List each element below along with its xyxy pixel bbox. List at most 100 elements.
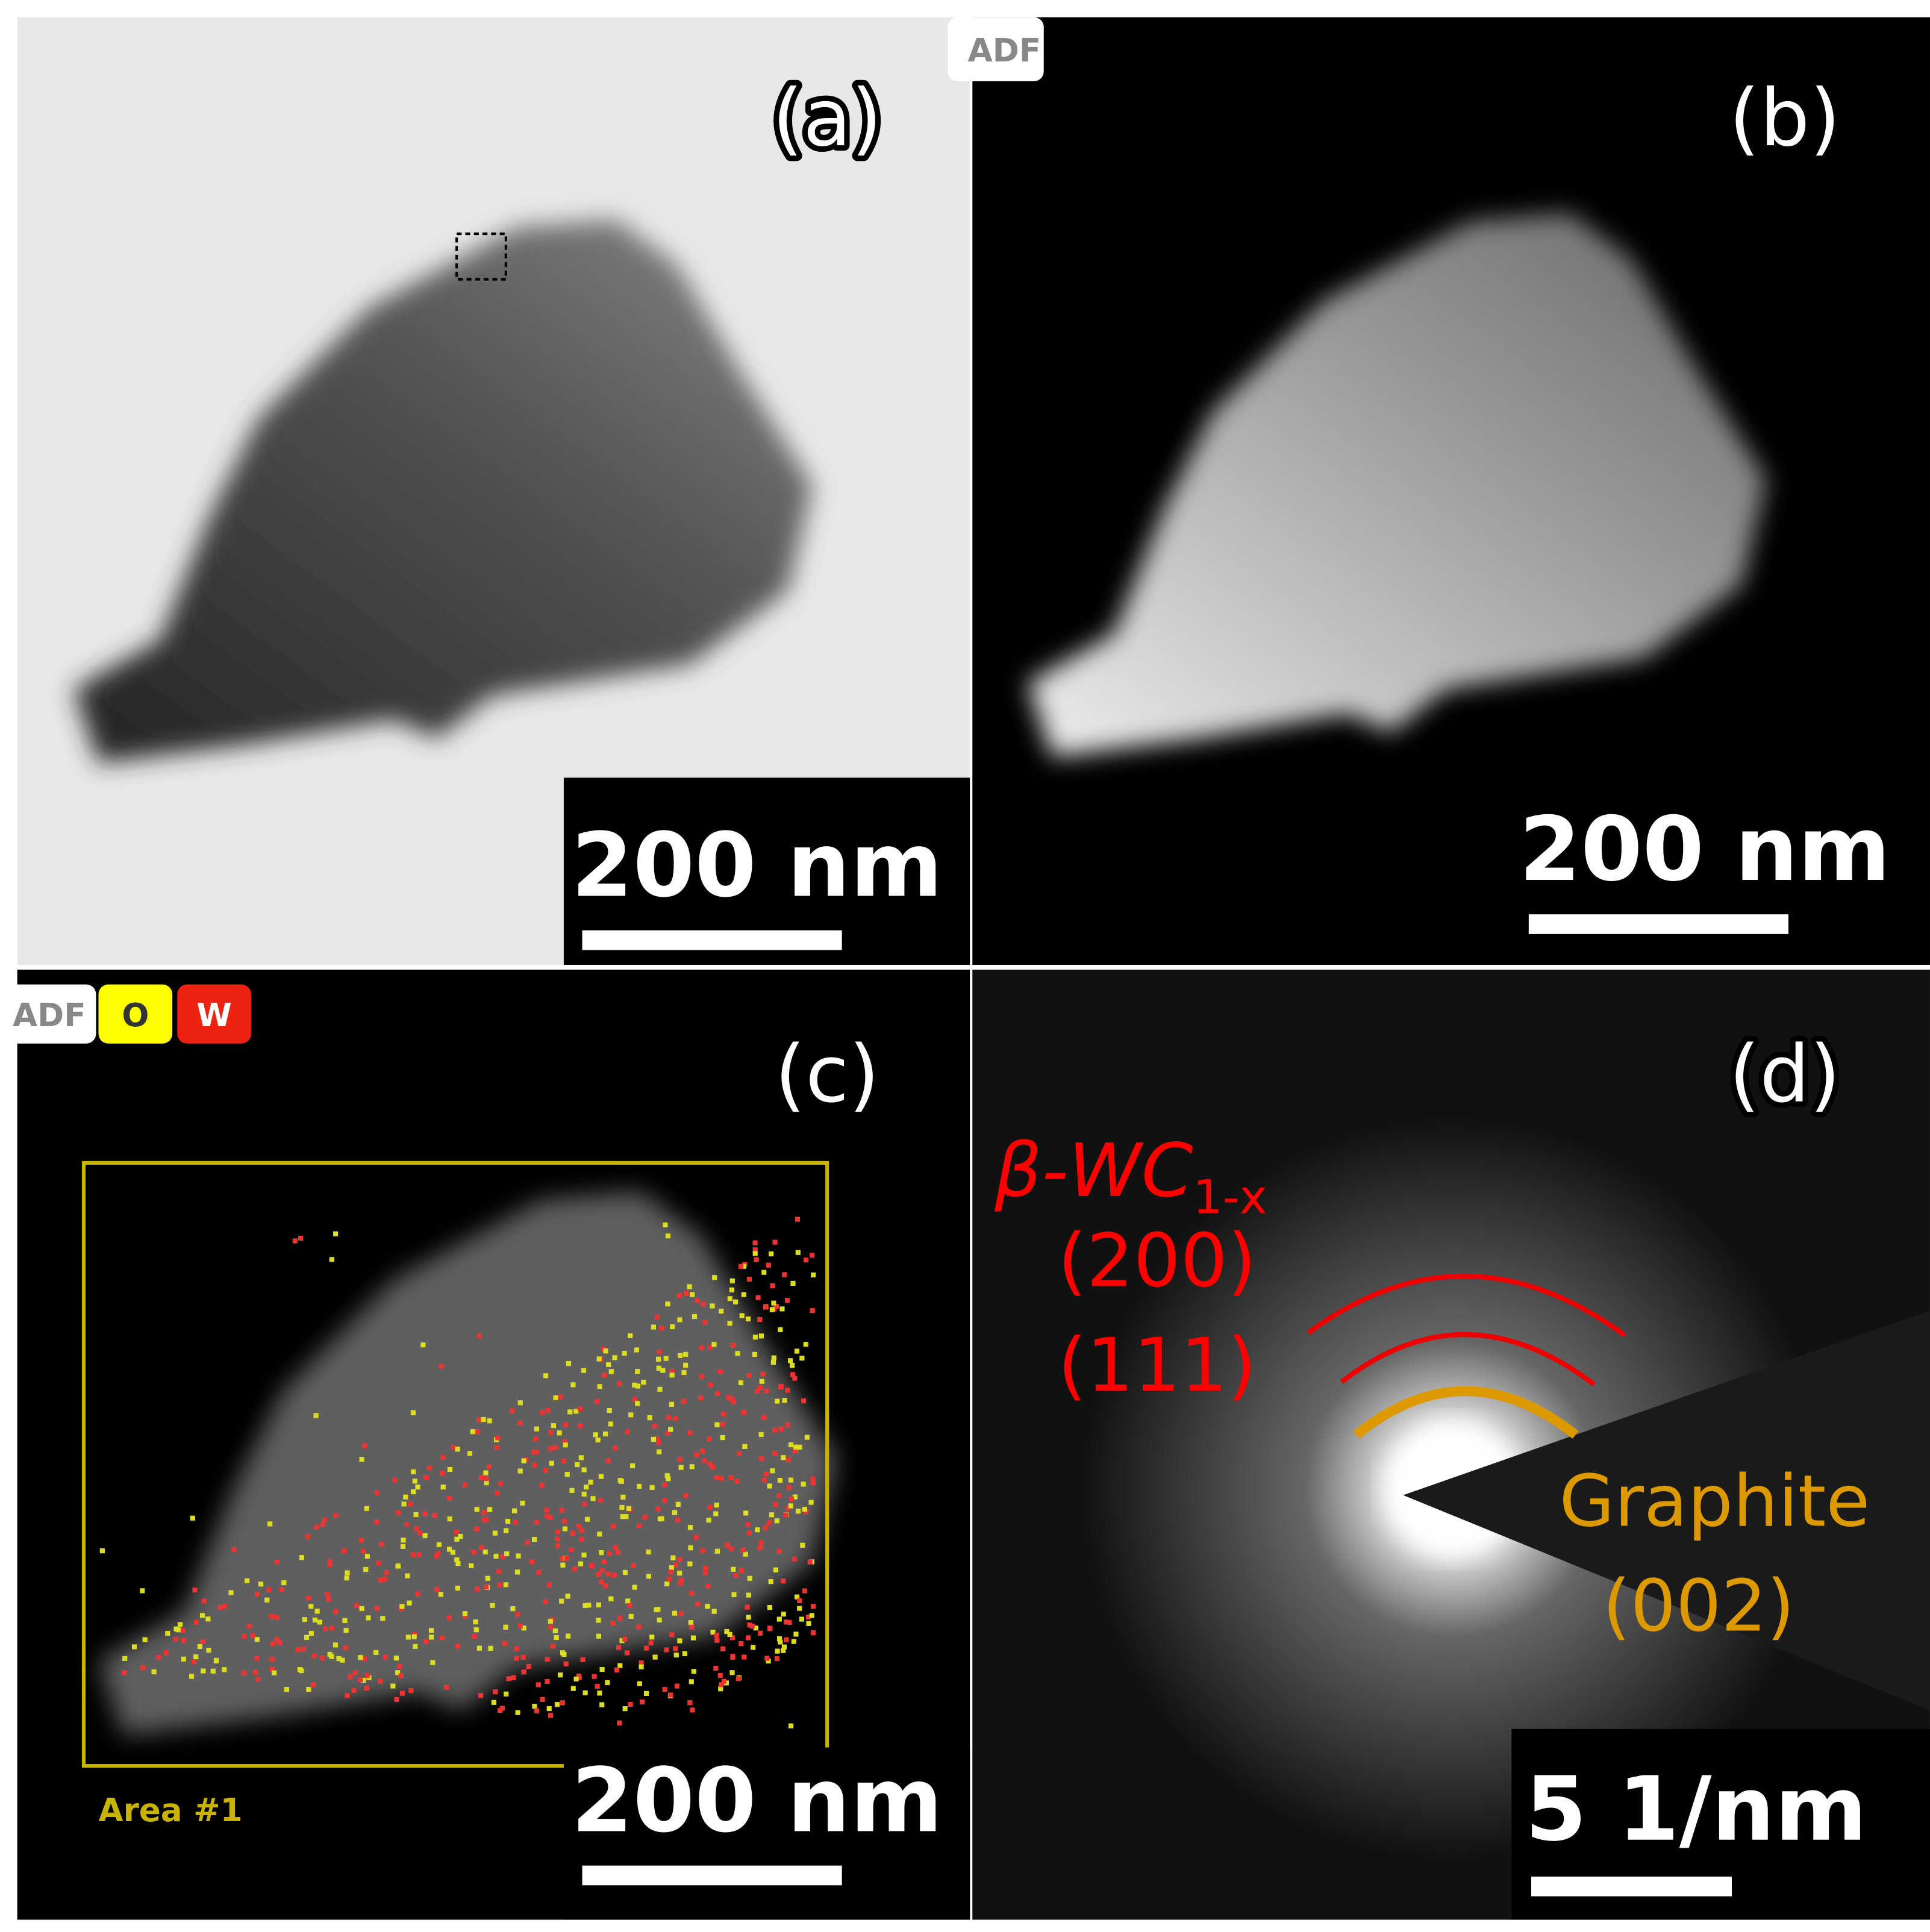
eds-dot bbox=[581, 1491, 587, 1497]
scale-bar-label: 200 nm bbox=[1519, 797, 1890, 901]
eds-dot bbox=[788, 1442, 794, 1448]
eds-dot bbox=[270, 1641, 275, 1647]
eds-dot bbox=[657, 1449, 662, 1454]
eds-dot bbox=[757, 1317, 763, 1323]
eds-dot bbox=[799, 1355, 805, 1361]
eds-dot bbox=[608, 1421, 614, 1427]
eds-dot bbox=[274, 1559, 280, 1565]
eds-dot bbox=[514, 1646, 519, 1651]
eds-dot bbox=[582, 1690, 588, 1695]
eds-dot bbox=[739, 1641, 744, 1647]
eds-dot bbox=[596, 1618, 601, 1623]
eds-dot bbox=[603, 1583, 608, 1589]
eds-dot bbox=[325, 1597, 331, 1602]
panel-d: (d) β-WC1-x (200) (111) Graphite (002) 5… bbox=[972, 970, 1930, 1920]
eds-dot bbox=[683, 1291, 689, 1297]
eds-dot bbox=[376, 1560, 381, 1566]
eds-dot bbox=[521, 1625, 526, 1631]
badge bbox=[177, 984, 251, 1044]
eds-dot bbox=[447, 1495, 452, 1501]
eds-dot bbox=[778, 1426, 784, 1432]
eds-dot bbox=[491, 1700, 497, 1705]
eds-dot bbox=[655, 1356, 661, 1362]
eds-dot bbox=[279, 1587, 285, 1592]
eds-dot bbox=[652, 1654, 658, 1660]
eds-dot bbox=[415, 1485, 420, 1490]
eds-dot bbox=[637, 1681, 642, 1686]
eds-dot bbox=[730, 1342, 735, 1348]
eds-dot bbox=[374, 1490, 379, 1495]
eds-dot bbox=[374, 1606, 379, 1611]
eds-dot bbox=[306, 1595, 311, 1601]
eds-dot bbox=[652, 1423, 657, 1429]
eds-dot bbox=[584, 1516, 590, 1522]
scale-bar bbox=[582, 930, 842, 950]
eds-dot bbox=[487, 1507, 493, 1512]
eds-dot bbox=[669, 1373, 675, 1378]
eds-dot bbox=[663, 1356, 669, 1361]
eds-dot bbox=[404, 1522, 410, 1527]
eds-dot bbox=[314, 1609, 320, 1614]
reflection-label: (111) bbox=[1058, 1322, 1257, 1408]
eds-dot bbox=[628, 1333, 633, 1338]
eds-dot bbox=[411, 1489, 416, 1495]
eds-dot bbox=[741, 1264, 746, 1269]
eds-dot bbox=[140, 1665, 145, 1671]
eds-dot bbox=[703, 1565, 708, 1571]
eds-dot bbox=[165, 1631, 170, 1636]
eds-dot bbox=[190, 1515, 195, 1521]
eds-dot bbox=[699, 1345, 704, 1351]
eds-dot bbox=[333, 1642, 338, 1648]
eds-dot bbox=[654, 1314, 660, 1320]
eds-dot bbox=[700, 1548, 705, 1553]
eds-dot bbox=[498, 1707, 503, 1713]
eds-dot bbox=[626, 1506, 631, 1511]
eds-dot bbox=[401, 1501, 407, 1507]
eds-dot bbox=[611, 1572, 617, 1578]
eds-dot bbox=[767, 1626, 773, 1631]
eds-dot bbox=[392, 1477, 398, 1483]
eds-dot bbox=[199, 1613, 205, 1618]
eds-dot bbox=[217, 1604, 223, 1610]
eds-dot bbox=[793, 1448, 798, 1454]
eds-dot bbox=[382, 1577, 388, 1582]
eds-dot bbox=[564, 1472, 570, 1477]
eds-dot bbox=[759, 1456, 764, 1462]
eds-dot bbox=[769, 1307, 775, 1312]
eds-dot bbox=[189, 1674, 195, 1679]
element-map-dots bbox=[99, 1217, 816, 1728]
eds-dot bbox=[142, 1637, 148, 1642]
eds-dot bbox=[662, 1687, 667, 1692]
eds-dot bbox=[691, 1669, 696, 1674]
eds-dot bbox=[758, 1333, 764, 1339]
eds-dot bbox=[785, 1388, 790, 1393]
eds-dot bbox=[674, 1683, 679, 1689]
eds-dot bbox=[785, 1506, 791, 1511]
eds-dot bbox=[636, 1624, 642, 1630]
eds-dot bbox=[720, 1421, 725, 1427]
eds-dot bbox=[277, 1640, 283, 1646]
eds-dot bbox=[122, 1656, 128, 1661]
eds-dot bbox=[803, 1342, 808, 1347]
eds-dot bbox=[781, 1455, 786, 1460]
eds-dot bbox=[555, 1536, 560, 1542]
eds-dot bbox=[790, 1372, 796, 1377]
eds-dot bbox=[656, 1365, 661, 1371]
eds-dot bbox=[673, 1416, 678, 1421]
eds-dot bbox=[759, 1379, 764, 1384]
eds-dot bbox=[631, 1563, 636, 1568]
eds-dot bbox=[613, 1445, 618, 1451]
eds-dot bbox=[476, 1418, 482, 1423]
eds-dot bbox=[770, 1468, 775, 1474]
eds-dot bbox=[417, 1530, 423, 1536]
eds-dot bbox=[804, 1435, 810, 1440]
eds-dot bbox=[201, 1668, 206, 1674]
eds-dot bbox=[439, 1635, 445, 1641]
eds-dot bbox=[622, 1636, 628, 1642]
eds-dot bbox=[455, 1643, 461, 1649]
eds-dot bbox=[436, 1551, 441, 1556]
eds-dot bbox=[607, 1407, 612, 1413]
eds-dot bbox=[617, 1381, 622, 1387]
eds-dot bbox=[622, 1569, 628, 1575]
eds-dot bbox=[214, 1658, 219, 1663]
